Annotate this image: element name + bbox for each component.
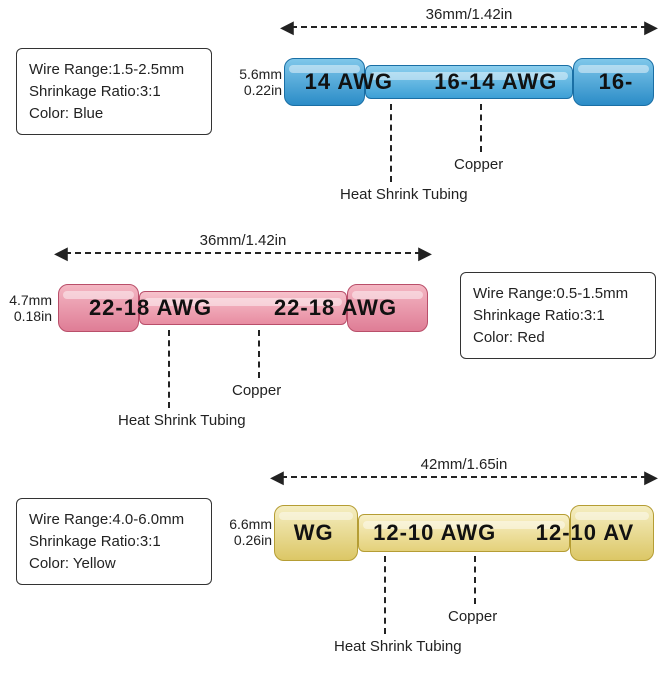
copper-label: Copper [454,156,503,173]
height-mm: 4.7mm [6,292,52,308]
spec-val: Red [517,329,545,346]
arrow-right-icon: ▶ [644,20,658,34]
spec-box-yellow: Wire Range:4.0-6.0mm Shrinkage Ratio:3:1… [16,498,212,585]
lead-line [258,330,260,378]
connector-blue: 14 AWG 16-14 AWG 16- [284,60,654,104]
height-in: 0.22in [236,82,282,98]
lead-line [168,330,170,408]
lead-line [384,556,386,634]
height-in: 0.18in [6,308,52,324]
width-dimension-red: ◀ ▶ 36mm/1.42in [58,238,428,256]
spec-val: Yellow [73,555,116,572]
width-label: 36mm/1.42in [200,232,287,249]
spec-key: Color: [29,555,73,572]
dim-line [281,476,647,478]
width-dimension-yellow: ◀ ▶ 42mm/1.65in [274,462,654,480]
heat-shrink-label: Heat Shrink Tubing [118,412,246,429]
spec-key: Shrinkage Ratio: [29,83,140,100]
width-label: 36mm/1.42in [426,6,513,23]
height-dimension-yellow: 6.6mm 0.26in [226,516,272,548]
lead-line [474,556,476,604]
connector-yellow: WG 12-10 AWG 12-10 AV [274,508,654,558]
spec-val: 1.5-2.5mm [112,61,184,78]
spec-val: 3:1 [140,83,161,100]
spec-box-blue: Wire Range:1.5-2.5mm Shrinkage Ratio:3:1… [16,48,212,135]
spec-key: Shrinkage Ratio: [29,533,140,550]
lead-line [390,104,392,182]
connector-red: 22-18 AWG 22-18 AWG [58,286,428,330]
copper-label: Copper [448,608,497,625]
heat-shrink-label: Heat Shrink Tubing [340,186,468,203]
spec-key: Color: [473,329,517,346]
spec-val: 0.5-1.5mm [556,285,628,302]
arrow-right-icon: ▶ [644,470,658,484]
height-mm: 6.6mm [226,516,272,532]
height-dimension-blue: 5.6mm 0.22in [236,66,282,98]
arrow-right-icon: ▶ [418,246,432,260]
spec-val: 3:1 [140,533,161,550]
connector-print: WG 12-10 AWG 12-10 AV [274,508,654,558]
lead-line [480,104,482,152]
copper-label: Copper [232,382,281,399]
connector-print: 22-18 AWG 22-18 AWG [58,286,428,330]
heat-shrink-label: Heat Shrink Tubing [334,638,462,655]
spec-val: Blue [73,105,103,122]
dim-line [65,252,421,254]
spec-box-red: Wire Range:0.5-1.5mm Shrinkage Ratio:3:1… [460,272,656,359]
spec-key: Wire Range: [473,285,556,302]
height-dimension-red: 4.7mm 0.18in [6,292,52,324]
spec-key: Shrinkage Ratio: [473,307,584,324]
connector-print: 14 AWG 16-14 AWG 16- [284,60,654,104]
spec-key: Color: [29,105,73,122]
spec-key: Wire Range: [29,61,112,78]
spec-val: 4.0-6.0mm [112,511,184,528]
width-dimension-blue: ◀ ▶ 36mm/1.42in [284,12,654,30]
spec-val: 3:1 [584,307,605,324]
width-label: 42mm/1.65in [421,456,508,473]
height-mm: 5.6mm [236,66,282,82]
dim-line [291,26,647,28]
spec-key: Wire Range: [29,511,112,528]
height-in: 0.26in [226,532,272,548]
